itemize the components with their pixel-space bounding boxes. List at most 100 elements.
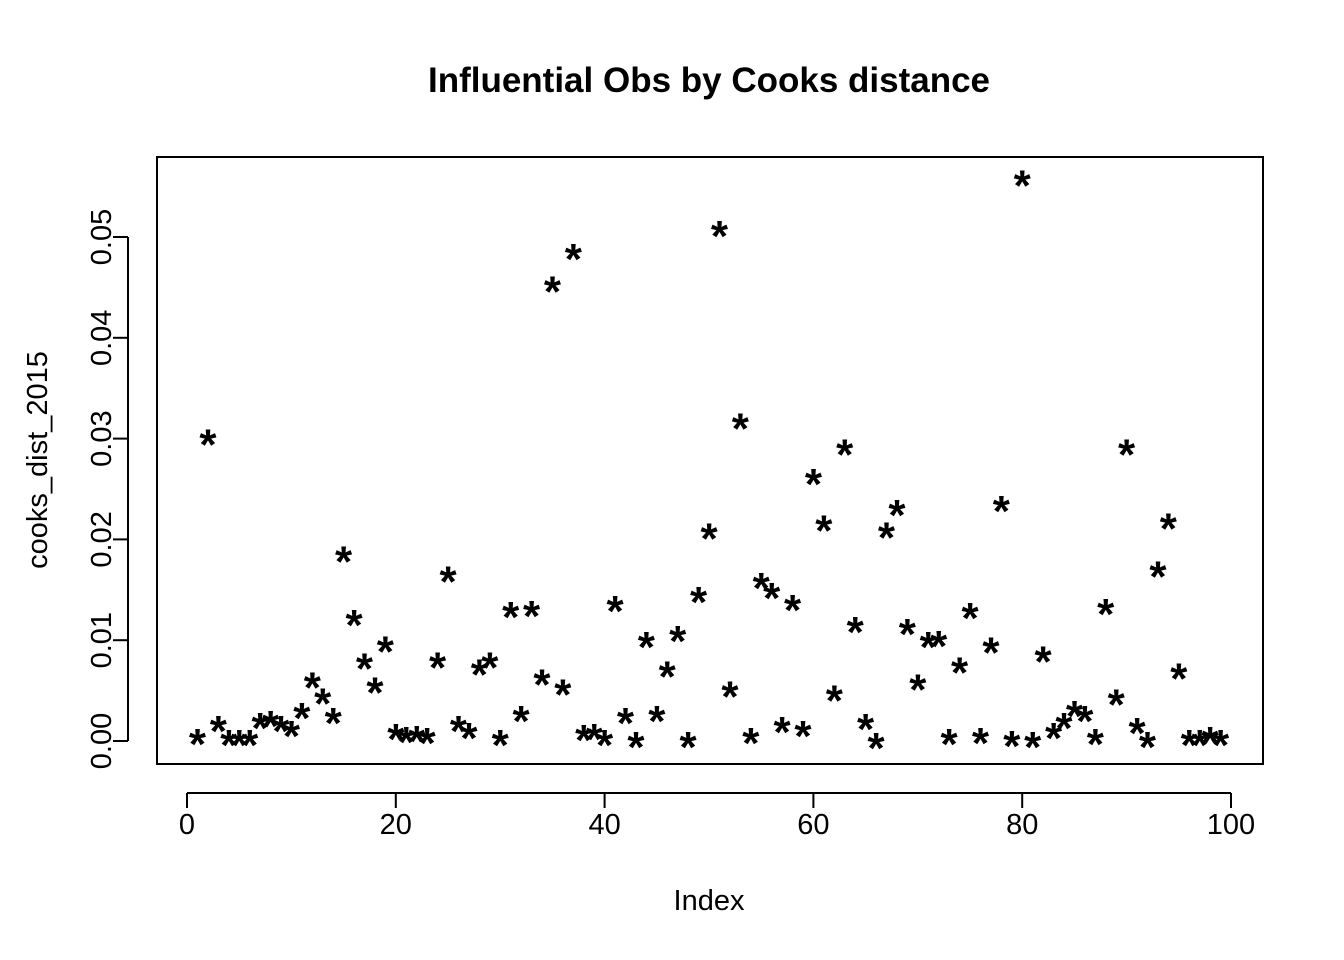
data-point: * xyxy=(961,594,979,643)
data-point: * xyxy=(1097,590,1115,639)
data-point: * xyxy=(700,514,718,563)
data-point: * xyxy=(993,487,1011,536)
data-point: * xyxy=(262,702,280,751)
data-point: * xyxy=(690,578,708,627)
x-tick-label: 0 xyxy=(179,809,195,841)
data-point: * xyxy=(1087,720,1105,769)
data-point: * xyxy=(387,715,405,764)
data-point: * xyxy=(972,719,990,768)
data-point: * xyxy=(398,718,416,767)
data-point: * xyxy=(1035,637,1053,686)
data-point: * xyxy=(1003,722,1021,771)
data-point: * xyxy=(513,697,531,746)
data-point: * xyxy=(283,712,301,761)
data-point: * xyxy=(721,673,739,722)
data-point: * xyxy=(1045,714,1063,763)
data-point: * xyxy=(1118,431,1136,480)
data-point: * xyxy=(1024,723,1042,772)
data-point: * xyxy=(523,592,541,641)
data-point: * xyxy=(1160,504,1178,553)
data-point: * xyxy=(1191,721,1209,770)
data-point: * xyxy=(920,623,938,672)
data-point: * xyxy=(293,694,311,743)
data-point: * xyxy=(356,644,374,693)
data-point: * xyxy=(586,715,604,764)
data-point: * xyxy=(982,628,1000,677)
data-point: * xyxy=(638,623,656,672)
data-point: * xyxy=(252,704,270,753)
data-point: * xyxy=(909,666,927,715)
y-tick-label: 0.04 xyxy=(86,310,118,366)
data-point: * xyxy=(794,712,812,761)
data-point: * xyxy=(429,643,447,692)
data-point: * xyxy=(325,699,343,748)
x-tick-label: 60 xyxy=(797,809,829,841)
data-point: * xyxy=(627,723,645,772)
plot-frame xyxy=(156,156,1264,765)
data-point: * xyxy=(419,719,437,768)
x-axis: 0 20 40 60 80 100 xyxy=(179,792,1255,841)
data-point: * xyxy=(1212,721,1230,770)
data-point: * xyxy=(1181,721,1199,770)
data-point: * xyxy=(815,506,833,555)
y-tick-label: 0.01 xyxy=(86,612,118,668)
data-point: * xyxy=(1055,704,1073,753)
y-tick-label: 0.00 xyxy=(86,713,118,769)
data-points: ****************************************… xyxy=(189,162,1230,773)
data-point: * xyxy=(533,661,551,710)
data-point: * xyxy=(471,650,489,699)
data-point: * xyxy=(502,593,520,642)
y-tick-label: 0.05 xyxy=(86,209,118,265)
data-point: * xyxy=(669,617,687,666)
data-point: * xyxy=(888,491,906,540)
y-tick-label: 0.03 xyxy=(86,410,118,466)
data-point: * xyxy=(1108,681,1126,730)
data-point: * xyxy=(784,586,802,635)
data-point: * xyxy=(753,564,771,613)
data-point: * xyxy=(732,404,750,453)
data-point: * xyxy=(565,235,583,284)
data-point: * xyxy=(189,720,207,769)
data-point: * xyxy=(1014,162,1032,211)
x-tick-label: 40 xyxy=(588,809,620,841)
x-tick-label: 20 xyxy=(380,809,412,841)
data-point: * xyxy=(220,721,238,770)
data-point: * xyxy=(899,610,917,659)
data-point: * xyxy=(335,538,353,587)
data-point: * xyxy=(1202,718,1220,767)
data-point: * xyxy=(1076,697,1094,746)
x-tick-label: 80 xyxy=(1006,809,1038,841)
data-point: * xyxy=(1139,723,1157,772)
data-point: * xyxy=(1128,709,1146,758)
data-point: * xyxy=(314,680,332,729)
data-point: * xyxy=(857,705,875,754)
data-point: * xyxy=(763,574,781,623)
data-point: * xyxy=(826,677,844,726)
data-point: * xyxy=(951,648,969,697)
data-point: * xyxy=(345,601,363,650)
data-point: * xyxy=(408,717,426,766)
data-point: * xyxy=(867,724,885,773)
data-point: * xyxy=(606,587,624,636)
data-point: * xyxy=(836,431,854,480)
chart-title: Influential Obs by Cooks distance xyxy=(428,61,990,100)
data-point: * xyxy=(481,643,499,692)
data-point: * xyxy=(617,699,635,748)
data-point: * xyxy=(377,627,395,676)
data-point: * xyxy=(544,267,562,316)
data-point: * xyxy=(659,652,677,701)
data-point: * xyxy=(930,622,948,671)
x-axis-label: Index xyxy=(674,885,745,917)
data-point: * xyxy=(460,714,478,763)
y-axis-label: cooks_dist_2015 xyxy=(22,351,54,569)
y-axis: 0.00 0.01 0.02 0.03 0.04 0.05 xyxy=(86,209,129,769)
data-point: * xyxy=(575,716,593,765)
data-point: * xyxy=(554,671,572,720)
data-point: * xyxy=(774,708,792,757)
data-point: * xyxy=(1149,553,1167,602)
data-point: * xyxy=(241,721,259,770)
data-point: * xyxy=(492,721,510,770)
data-point: * xyxy=(199,421,217,470)
data-point: * xyxy=(450,707,468,756)
